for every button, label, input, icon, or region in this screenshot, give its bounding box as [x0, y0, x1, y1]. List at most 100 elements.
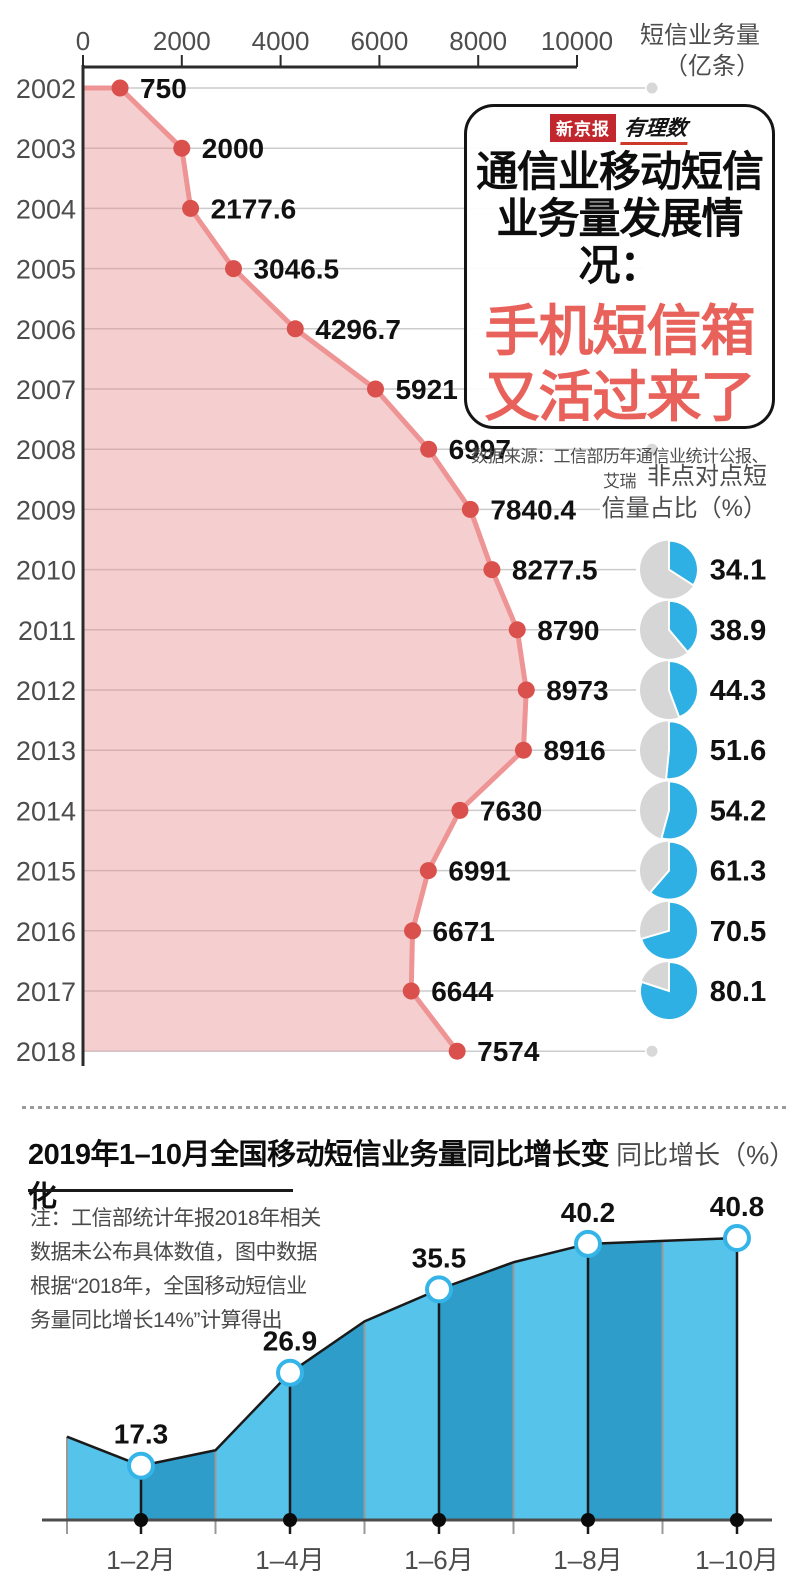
value-label-2016: 6671	[433, 916, 495, 947]
bottom-chart-unit-label: 同比增长（%）	[616, 1140, 796, 1170]
footnote-line3: 根据“2018年，全国移动短信业	[30, 1275, 307, 1298]
growth-line	[66, 1236, 738, 1467]
value-label-2012: 8973	[546, 675, 608, 706]
gridline-end-dot-2002	[646, 82, 658, 94]
value-label-2005: 3046.5	[253, 254, 339, 285]
year-label-2017: 2017	[16, 977, 76, 1007]
growth-area-segment-4	[364, 1289, 439, 1520]
card-highlight-line2: 又活过来了	[484, 366, 755, 428]
year-label-2005: 2005	[16, 255, 76, 285]
x-tick-label-0: 0	[76, 26, 90, 56]
growth-category-1–2月: 1–2月	[106, 1545, 175, 1575]
growth-area-segment-5	[439, 1262, 514, 1520]
top-axis-unit-line2: （亿条）	[664, 53, 760, 80]
year-label-2012: 2012	[16, 676, 76, 706]
pie-slice-2013	[664, 720, 699, 781]
year-label-2011: 2011	[18, 616, 76, 646]
pie-value-2011: 38.9	[710, 615, 766, 647]
top-axis-unit-label: 短信业务量 （亿条）	[640, 20, 760, 82]
pie-panel-label: 非点对点短 信量占比（%）	[602, 461, 767, 525]
data-source-note: 数据来源：工信部历年通信业统计公报、艾瑞	[471, 447, 769, 491]
axis-dot-1–6月	[432, 1513, 446, 1527]
year-label-2002: 2002	[16, 74, 76, 104]
x-tick-label-8000: 8000	[449, 26, 507, 56]
logo-column-name: 有理数	[620, 111, 691, 145]
growth-area-segment-6	[513, 1243, 588, 1520]
year-label-2006: 2006	[16, 315, 76, 345]
growth-area-segment-2	[215, 1372, 290, 1520]
data-point-2005	[224, 260, 242, 278]
data-point-2007	[366, 380, 384, 398]
bottom-title-underline	[28, 1189, 293, 1192]
card-heading: 通信业移动短信 业务量发展情况：	[467, 148, 772, 289]
gridline-end-dot-2018	[646, 1045, 658, 1057]
year-label-2010: 2010	[16, 556, 76, 586]
growth-area-segment-0	[67, 1436, 141, 1520]
growth-value-1–4月: 26.9	[263, 1326, 318, 1357]
pie-panel-label-line2: 信量占比（%）	[601, 495, 767, 522]
value-label-2010: 8277.5	[512, 555, 598, 586]
growth-category-1–10月: 1–10月	[695, 1545, 779, 1575]
value-label-2003: 2000	[202, 133, 264, 164]
footnote-line1: 注：工信部统计年报2018年相关	[30, 1207, 321, 1230]
year-label-2004: 2004	[16, 194, 76, 224]
pie-panel-label-line1: 非点对点短	[647, 463, 767, 490]
data-point-2003	[173, 139, 191, 157]
pie-value-2016: 70.5	[710, 916, 766, 948]
data-point-2002	[111, 79, 129, 97]
top-axis-unit-line1: 短信业务量	[640, 22, 760, 49]
value-label-2011: 8790	[537, 615, 599, 646]
data-point-2011	[508, 621, 526, 639]
data-point-2013	[514, 741, 532, 759]
growth-value-1–6月: 35.5	[412, 1242, 467, 1273]
year-label-2018: 2018	[16, 1037, 76, 1067]
data-point-2012	[517, 681, 535, 699]
year-label-2009: 2009	[16, 495, 76, 525]
x-tick-label-2000: 2000	[153, 26, 211, 56]
value-label-2002: 750	[140, 73, 187, 104]
point-marker-1–8月	[574, 1229, 602, 1258]
axis-dot-1–10月	[730, 1513, 744, 1527]
bottom-chart-title: 2019年1–10月全国移动短信业务量同比增长变化	[28, 1139, 610, 1213]
sms-area-line	[83, 85, 529, 1053]
point-marker-1–10月	[723, 1224, 751, 1253]
footnote: 注：工信部统计年报2018年相关 数据未公布具体数值，图中数据 根据“2018年…	[30, 1202, 330, 1338]
pie-slice-2010	[668, 539, 699, 587]
value-label-2018: 7574	[477, 1036, 540, 1067]
pie-value-2013: 51.6	[710, 735, 766, 767]
growth-area-segment-3	[290, 1321, 365, 1520]
value-label-2006: 4296.7	[315, 314, 401, 345]
card-highlight: 手机短信箱 又活过来了	[467, 298, 772, 430]
data-point-2006	[286, 320, 304, 338]
data-point-2014	[451, 801, 469, 819]
pie-slice-2016	[639, 900, 699, 961]
card-highlight-line1: 手机短信箱	[484, 300, 755, 362]
card-heading-line1: 通信业移动短信	[475, 148, 764, 195]
data-point-2004	[182, 199, 200, 217]
card-heading-line2: 业务量发展情况：	[496, 195, 743, 289]
year-label-2003: 2003	[16, 134, 76, 164]
data-point-2016	[404, 922, 422, 940]
value-label-2009: 7840.4	[490, 494, 576, 525]
value-label-2015: 6991	[448, 856, 510, 887]
gridline-end-dot-2008	[646, 443, 658, 455]
data-point-2018	[448, 1042, 466, 1060]
growth-value-1–2月: 17.3	[114, 1419, 169, 1450]
axis-dot-1–4月	[283, 1513, 297, 1527]
pie-slice-2017	[639, 960, 699, 1021]
growth-area-segment-1	[141, 1450, 216, 1520]
axis-dot-1–2月	[134, 1513, 148, 1527]
x-tick-label-10000: 10000	[541, 26, 613, 56]
growth-area-segment-8	[662, 1238, 737, 1520]
year-label-2016: 2016	[16, 917, 76, 947]
year-label-2015: 2015	[16, 857, 76, 887]
value-label-2007: 5921	[395, 374, 457, 405]
value-label-2004: 2177.6	[211, 193, 297, 224]
footnote-line2: 数据未公布具体数值，图中数据	[30, 1241, 318, 1264]
pie-slice-2011	[668, 599, 699, 654]
growth-category-1–4月: 1–4月	[255, 1545, 324, 1575]
year-label-2008: 2008	[16, 435, 76, 465]
data-point-2008	[420, 440, 438, 458]
growth-area-segment-7	[588, 1240, 663, 1520]
